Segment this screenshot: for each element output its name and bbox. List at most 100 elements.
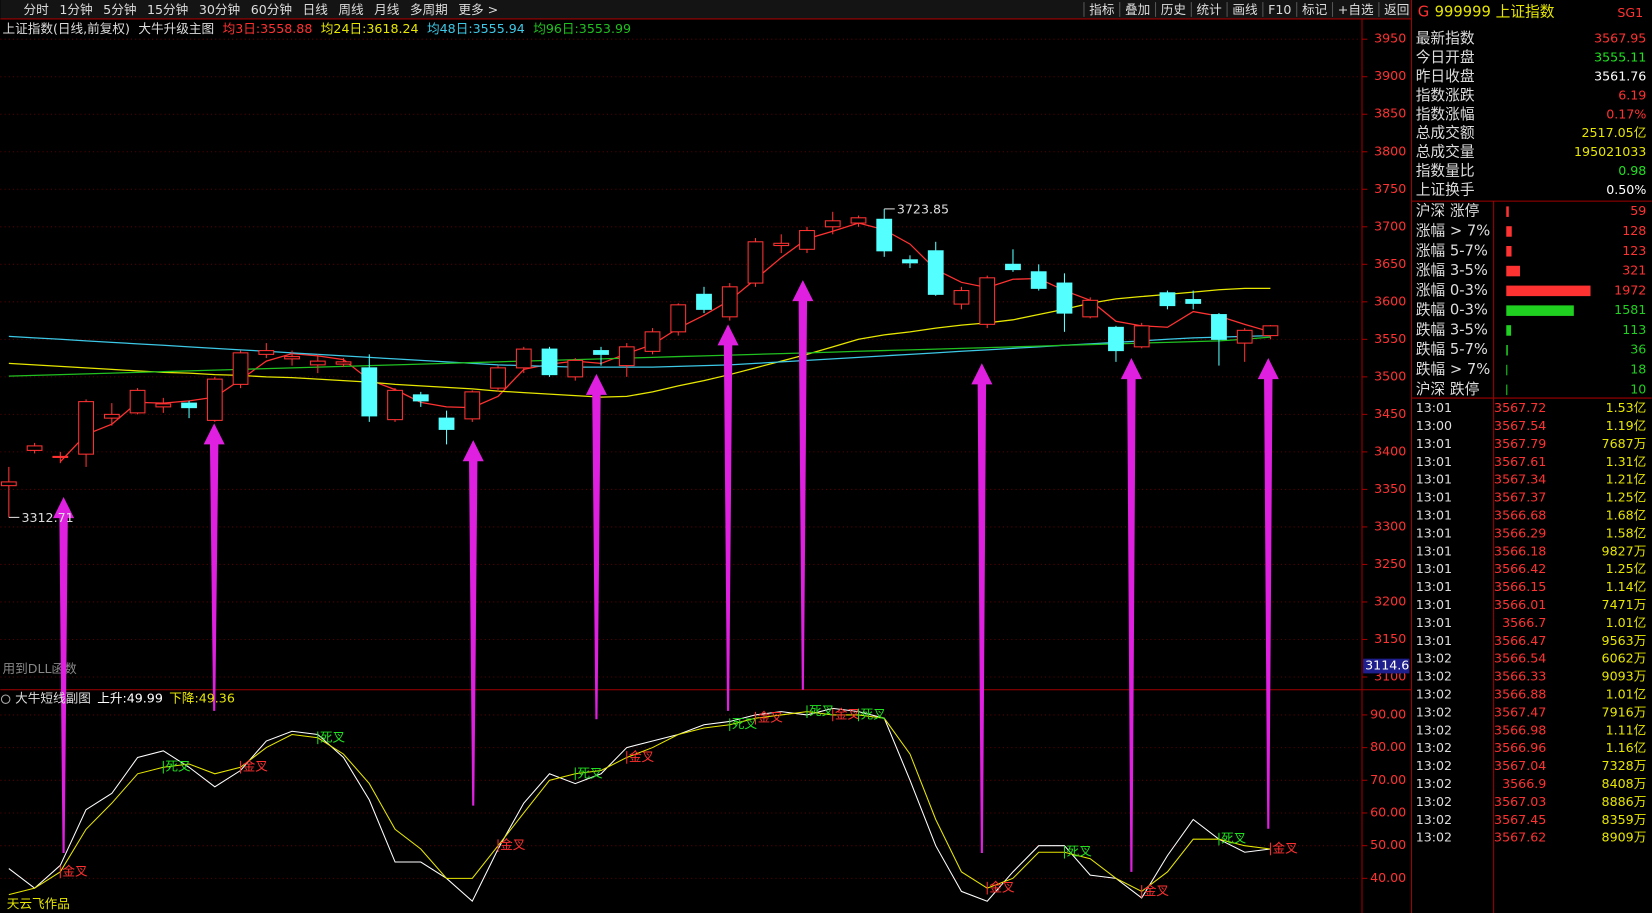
legend-label: 均96日: (533, 21, 579, 36)
y-tick-label: 80.00 (1370, 739, 1406, 754)
tick-volume: 7687万 (1602, 436, 1647, 451)
tick-time: 13:02 (1416, 758, 1452, 773)
candle-body (1030, 271, 1047, 289)
candle-body (335, 361, 352, 365)
tick-price: 3566.98 (1494, 722, 1546, 737)
candle-body (26, 445, 43, 451)
toolbar-button[interactable]: 月线 (374, 2, 400, 17)
legend-label: 上升: (97, 691, 127, 706)
tick-price: 3567.45 (1494, 812, 1546, 827)
candle-body (1082, 299, 1099, 318)
legend-value: 49.36 (199, 691, 235, 706)
signal-arrow (717, 324, 739, 711)
signal-arrow (53, 497, 75, 853)
tick-volume: 6062万 (1602, 651, 1647, 666)
toolbar-button[interactable]: 指标 (1089, 2, 1115, 17)
tick-price: 3567.34 (1494, 472, 1546, 487)
dist-bar (1506, 344, 1508, 356)
toolbar-button[interactable]: 统计 (1197, 2, 1223, 17)
dist-label: 跌幅 0-3% (1416, 302, 1488, 319)
toolbar-button[interactable]: 周线 (338, 2, 364, 17)
toolbar-button[interactable]: 多周期 (410, 2, 448, 17)
candle-body (1236, 329, 1253, 344)
tick-time: 13:01 (1416, 472, 1452, 487)
tick-price: 3567.37 (1494, 490, 1546, 505)
dist-count: 10 (1630, 381, 1646, 396)
cross-label: 死叉 (809, 703, 835, 718)
tick-price: 3566.01 (1494, 597, 1546, 612)
tick-price: 3567.03 (1494, 794, 1546, 809)
cross-label: 死叉 (732, 716, 758, 731)
tick-price: 3566.42 (1494, 561, 1546, 576)
toolbar-button[interactable]: 标记 (1302, 2, 1328, 17)
legend-value: 3618.24 (366, 21, 418, 36)
candle-body (284, 356, 300, 360)
toolbar-button[interactable]: 返回 (1384, 2, 1409, 17)
toolbar-button[interactable]: +自选 (1338, 2, 1374, 17)
quote-label: 指数涨跌 (1416, 87, 1475, 104)
toolbar-button[interactable]: 15分钟 (147, 2, 188, 17)
candle-body (670, 304, 687, 333)
y-tick-label: 3850 (1374, 106, 1406, 121)
dist-label: 沪深 跌停 (1416, 381, 1480, 398)
toolbar-button[interactable]: 5分钟 (103, 2, 136, 17)
dist-label: 跌幅 3-5% (1416, 321, 1488, 338)
legend-value: 3555.94 (473, 21, 525, 36)
candle-body (1185, 299, 1202, 304)
signal-arrow (1120, 358, 1142, 872)
quote-label: 昨日收盘 (1416, 67, 1475, 85)
candle-body (850, 217, 867, 224)
tick-time: 13:02 (1416, 704, 1452, 719)
tick-price: 3566.29 (1494, 525, 1546, 540)
tick-time: 13:01 (1416, 507, 1452, 522)
signal-arrow (792, 280, 814, 690)
quote-value: 6.19 (1618, 87, 1646, 102)
subchart-title: 大牛短线副图 (15, 691, 91, 706)
toolbar-button[interactable]: 60分钟 (251, 2, 292, 17)
tick-price: 3566.96 (1494, 740, 1546, 755)
quote-label: 总成交额 (1416, 124, 1475, 142)
candle-body (258, 350, 275, 355)
cross-label: 金叉 (989, 880, 1015, 895)
candle-body (0, 481, 17, 487)
tick-volume: 1.01亿 (1606, 615, 1647, 630)
dist-label: 跌幅 5-7% (1416, 341, 1488, 358)
tick-time: 13:01 (1416, 490, 1452, 505)
cursor-price-box (1363, 658, 1410, 674)
cross-label: 死叉 (1221, 831, 1247, 846)
quote-value: 3567.95 (1594, 30, 1646, 45)
dist-count: 128 (1622, 223, 1646, 238)
y-tick-label: 40.00 (1370, 870, 1406, 885)
toolbar-button[interactable]: 30分钟 (199, 2, 240, 17)
candle-body (953, 290, 970, 305)
tick-price: 3566.47 (1494, 633, 1546, 648)
tick-volume: 9827万 (1602, 543, 1647, 558)
candle-body (876, 218, 893, 252)
panel-tag: SG1 (1617, 5, 1643, 20)
candle-body (1108, 326, 1124, 352)
candle-body (78, 401, 94, 455)
toolbar-button[interactable]: 历史 (1161, 2, 1187, 17)
candle-body (593, 350, 609, 355)
tick-time: 13:01 (1416, 633, 1452, 648)
toolbar-button[interactable]: 1分钟 (59, 2, 92, 17)
dist-count: 1972 (1614, 282, 1646, 297)
tick-price: 3566.18 (1494, 543, 1546, 558)
y-tick-label: 50.00 (1370, 837, 1406, 852)
tick-time: 13:02 (1416, 669, 1452, 684)
dist-bar (1506, 265, 1520, 277)
toolbar-button[interactable]: 更多 > (458, 2, 498, 17)
tick-price: 3566.88 (1494, 687, 1546, 702)
y-tick-label: 3200 (1374, 593, 1406, 608)
quote-label: 今日开盘 (1416, 48, 1475, 66)
toolbar-button[interactable]: 分时 (24, 2, 50, 17)
toolbar-button[interactable]: F10 (1268, 2, 1291, 17)
toolbar-button[interactable]: 日线 (303, 2, 329, 17)
toolbar-button[interactable]: 画线 (1232, 2, 1258, 17)
tick-volume: 7916万 (1602, 704, 1647, 719)
tick-volume: 8886万 (1602, 794, 1647, 809)
toolbar-button[interactable]: 叠加 (1125, 2, 1150, 17)
tick-time: 13:02 (1416, 776, 1452, 791)
candle-body (490, 367, 506, 389)
